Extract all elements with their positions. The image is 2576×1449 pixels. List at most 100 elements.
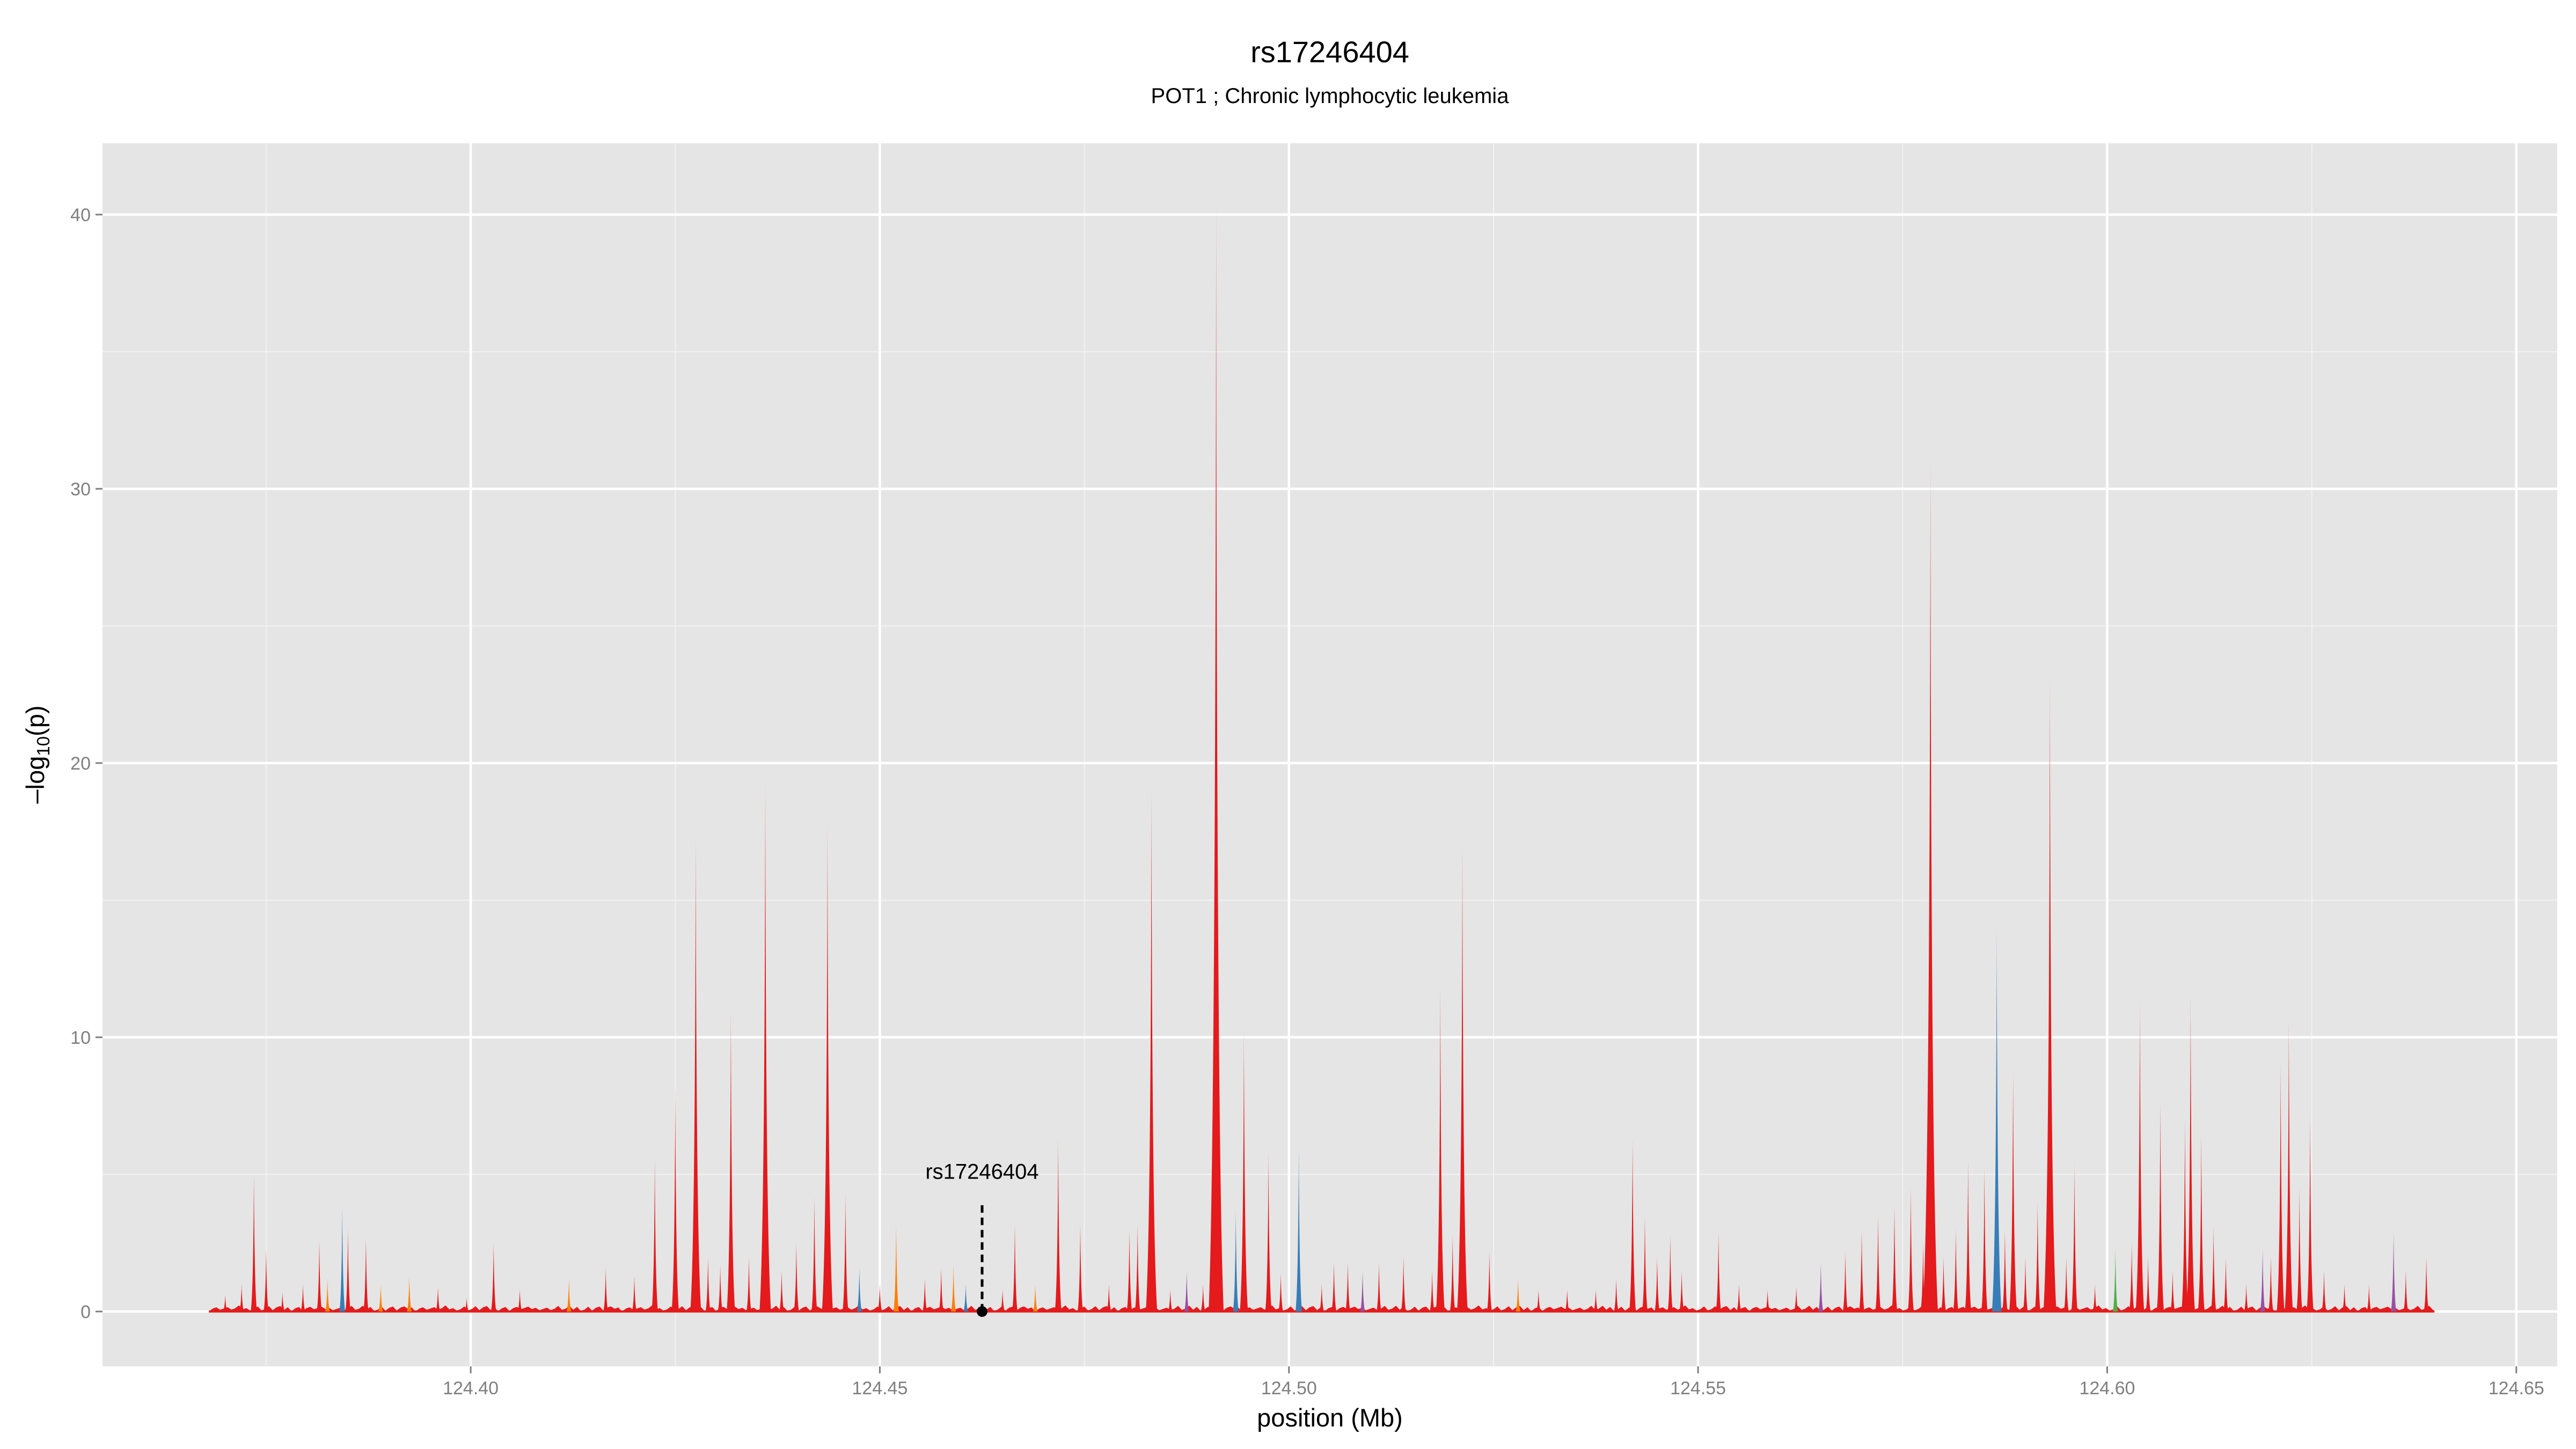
- area-peak: [317, 1240, 322, 1312]
- area-peak: [811, 1196, 817, 1312]
- x-axis-title: position (Mb): [1257, 1403, 1403, 1432]
- area-peak: [2296, 1188, 2303, 1312]
- area-peak: [877, 1284, 882, 1312]
- area-peak: [2156, 1100, 2164, 1312]
- area-peak: [280, 1292, 285, 1312]
- area-peak: [2391, 1232, 2397, 1312]
- annotation-layer: rs17246404: [925, 1160, 1039, 1317]
- area-peak: [1679, 1270, 1685, 1312]
- area-peak: [857, 1268, 862, 1312]
- area-peak: [1923, 456, 1938, 1312]
- area-peak: [2112, 1248, 2118, 1312]
- y-axis-title: –log10(p): [21, 705, 53, 803]
- area-peak: [779, 1270, 784, 1312]
- area-peak: [759, 782, 771, 1312]
- area-peak: [1716, 1232, 1722, 1312]
- area-peak: [842, 1194, 848, 1312]
- area-peak: [2260, 1248, 2265, 1312]
- area-peak: [1941, 1256, 1946, 1312]
- y-tick-label: 30: [70, 479, 91, 500]
- area-peak: [2403, 1270, 2409, 1312]
- area-peak: [2043, 675, 2057, 1312]
- area-peak: [794, 1243, 799, 1312]
- area-peak: [1981, 1166, 1988, 1312]
- area-peak: [746, 1256, 752, 1312]
- area-peak: [1240, 1031, 1248, 1312]
- area-peak: [922, 1278, 927, 1312]
- area-peak: [345, 1229, 351, 1312]
- area-peak: [2223, 1256, 2229, 1312]
- area-layer: [209, 201, 2435, 1313]
- area-peak: [1875, 1216, 1881, 1312]
- area-peak: [325, 1278, 330, 1312]
- area-peak: [1000, 1289, 1005, 1312]
- area-peak: [2342, 1284, 2347, 1312]
- area-peak: [1055, 1138, 1062, 1312]
- area-peak: [1794, 1286, 1799, 1312]
- area-peak: [1920, 1243, 1926, 1312]
- area-peak: [301, 1284, 305, 1312]
- x-tick-label: 124.65: [2489, 1378, 2544, 1399]
- area-peak: [1107, 1284, 1111, 1312]
- area-peak: [603, 1268, 609, 1312]
- area-peak: [1265, 1152, 1272, 1312]
- area-peak: [1331, 1262, 1337, 1312]
- area-peak: [1146, 790, 1158, 1312]
- y-tick-label: 0: [80, 1302, 91, 1322]
- area-peak: [1629, 1138, 1636, 1312]
- x-tick-label: 124.60: [2079, 1378, 2135, 1399]
- area-peak: [2023, 1256, 2028, 1312]
- area-peak: [2367, 1284, 2372, 1312]
- area-peak: [2092, 1284, 2097, 1312]
- x-tick-label: 124.40: [443, 1378, 499, 1399]
- area-peak: [2063, 1256, 2069, 1312]
- area-peak: [435, 1286, 441, 1312]
- area-peak: [1201, 1284, 1205, 1312]
- area-peak: [2135, 1001, 2145, 1312]
- area-peak: [963, 1284, 968, 1312]
- area-peak: [2424, 1256, 2429, 1312]
- area-peak: [1765, 1289, 1770, 1312]
- x-tick-label: 124.50: [1261, 1378, 1317, 1399]
- area-peak: [1457, 845, 1468, 1312]
- area-peak: [1319, 1284, 1324, 1312]
- area-peak: [727, 1009, 735, 1312]
- area-peak: [2129, 1243, 2134, 1312]
- area-peak: [2211, 1226, 2216, 1312]
- area-peak: [1233, 1210, 1239, 1312]
- area-peak: [517, 1289, 522, 1312]
- area-peak: [1126, 1229, 1132, 1312]
- area-peak: [2146, 1256, 2151, 1312]
- area-peak: [1516, 1278, 1521, 1312]
- snp-marker-label: rs17246404: [925, 1160, 1038, 1183]
- area-peak: [1296, 1147, 1302, 1312]
- area-peak: [2268, 1256, 2274, 1312]
- area-peak: [2170, 1270, 2175, 1312]
- x-axis-ticks: 124.40 124.45 124.50 124.55 124.60 124.65: [443, 1366, 2544, 1399]
- area-peak: [1842, 1251, 1848, 1312]
- y-tick-label: 20: [70, 753, 91, 774]
- area-peak: [2181, 1119, 2189, 1312]
- chart-title: rs17246404: [1250, 35, 1409, 69]
- area-peak: [1135, 1224, 1140, 1312]
- area-peak: [223, 1295, 228, 1312]
- x-tick-label: 124.45: [852, 1378, 908, 1399]
- area-peak: [1992, 927, 2002, 1312]
- area-peak: [1345, 1262, 1351, 1312]
- y-tick-label: 10: [70, 1028, 91, 1048]
- area-peak: [2244, 1284, 2249, 1312]
- area-peak: [1667, 1234, 1673, 1312]
- area-peak: [251, 1174, 257, 1312]
- area-peak: [2198, 1133, 2205, 1312]
- area-peak: [1278, 1273, 1283, 1312]
- area-peak: [1536, 1289, 1541, 1312]
- area-peak: [1487, 1251, 1492, 1312]
- area-peak: [1184, 1270, 1189, 1312]
- area-peak: [1859, 1229, 1865, 1312]
- snp-marker-point: [977, 1306, 988, 1317]
- area-peak: [2002, 1229, 2008, 1312]
- area-peak: [705, 1256, 711, 1312]
- area-peak: [2321, 1270, 2326, 1312]
- area-peak: [2035, 1202, 2041, 1312]
